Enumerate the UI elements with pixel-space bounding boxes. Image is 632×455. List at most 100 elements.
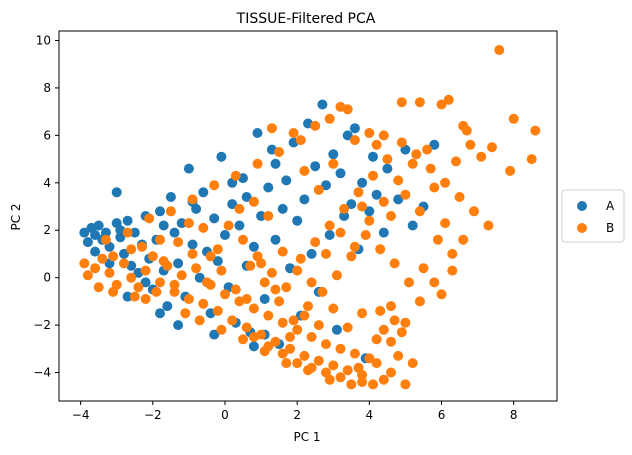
point-b-110 [476,151,487,162]
x-tick-label: −4 [72,408,90,422]
point-b-133 [277,348,288,359]
point-a-87 [429,139,440,150]
point-b-140 [151,286,162,297]
point-b-40 [371,358,382,369]
point-a-99 [241,192,252,202]
point-a-20 [155,206,165,217]
points-layer [79,45,541,390]
point-b-157 [378,130,389,141]
point-b-59 [288,128,299,138]
point-b-99 [216,265,227,276]
point-a-40 [227,199,238,210]
point-a-66 [321,180,331,191]
point-b-6 [126,244,137,255]
point-b-165 [393,175,404,186]
point-a-60 [299,194,310,205]
point-b-28 [285,343,295,354]
point-a-90 [173,320,184,331]
point-b-145 [259,346,270,357]
point-a-92 [248,341,259,352]
point-a-48 [256,211,267,221]
point-a-76 [357,177,368,188]
point-b-55 [252,158,263,169]
point-b-71 [324,220,335,231]
point-b-65 [238,234,248,245]
point-b-3 [104,267,115,278]
point-b-128 [357,377,368,387]
point-b-90 [346,251,357,262]
point-a-24 [169,227,180,238]
point-b-178 [198,222,209,233]
point-a-28 [183,163,194,174]
point-b-189 [270,284,281,295]
point-b-79 [440,177,451,188]
point-a-74 [349,123,360,134]
point-b-107 [461,125,472,136]
point-b-70 [310,237,321,248]
point-a-31 [194,272,205,283]
point-b-44 [400,379,411,390]
point-a-4 [93,220,104,231]
point-b-192 [313,320,324,331]
point-a-85 [407,220,418,231]
point-b-142 [194,315,205,326]
point-b-195 [357,308,368,319]
point-b-180 [169,279,180,290]
point-b-80 [454,192,465,202]
point-b-174 [263,211,274,221]
point-b-96 [259,277,270,288]
y-tick-label: 10 [36,33,51,47]
point-b-184 [108,286,119,297]
point-a-47 [252,128,263,138]
point-b-53 [209,180,220,191]
point-b-23 [248,303,259,314]
point-b-196 [371,334,382,345]
point-b-126 [386,367,396,378]
y-axis: −4 −2 0 2 4 6 8 10 [33,33,59,380]
point-b-45 [396,327,407,338]
point-a-79 [368,151,378,162]
x-tick-label: −2 [144,408,162,422]
point-b-152 [299,165,310,176]
point-b-179 [183,218,194,229]
point-b-36 [342,365,353,376]
point-b-108 [396,97,407,108]
plot-area [58,30,558,402]
point-b-102 [173,237,184,248]
point-b-149 [346,379,357,390]
point-b-77 [411,149,422,160]
point-a-58 [292,215,303,226]
point-b-154 [328,158,339,169]
point-b-92 [317,286,328,297]
point-a-63 [310,161,321,172]
point-b-62 [324,113,335,124]
point-b-16 [198,298,209,309]
point-b-155 [349,135,360,146]
point-b-159 [357,201,368,212]
point-b-25 [263,310,274,321]
point-b-168 [349,241,360,252]
point-a-42 [234,220,245,231]
point-b-160 [386,211,396,221]
x-tick-label: 6 [438,408,446,422]
point-b-13 [176,270,187,281]
legend-frame [561,189,625,243]
point-b-10 [155,277,165,288]
point-a-0 [79,227,90,238]
point-b-31 [306,332,317,342]
point-b-93 [303,301,313,312]
point-b-124 [429,277,440,288]
point-a-46 [248,241,259,252]
point-b-151 [353,362,364,373]
point-a-50 [263,182,274,193]
point-b-1 [90,263,101,274]
point-b-121 [458,234,469,245]
point-b-158 [371,139,382,150]
plot-frame [58,30,558,402]
point-b-37 [349,348,360,359]
point-a-6 [100,227,111,238]
point-b-5 [119,258,129,269]
point-a-35 [209,213,220,224]
point-b-78 [425,163,436,174]
point-a-102 [90,246,101,257]
